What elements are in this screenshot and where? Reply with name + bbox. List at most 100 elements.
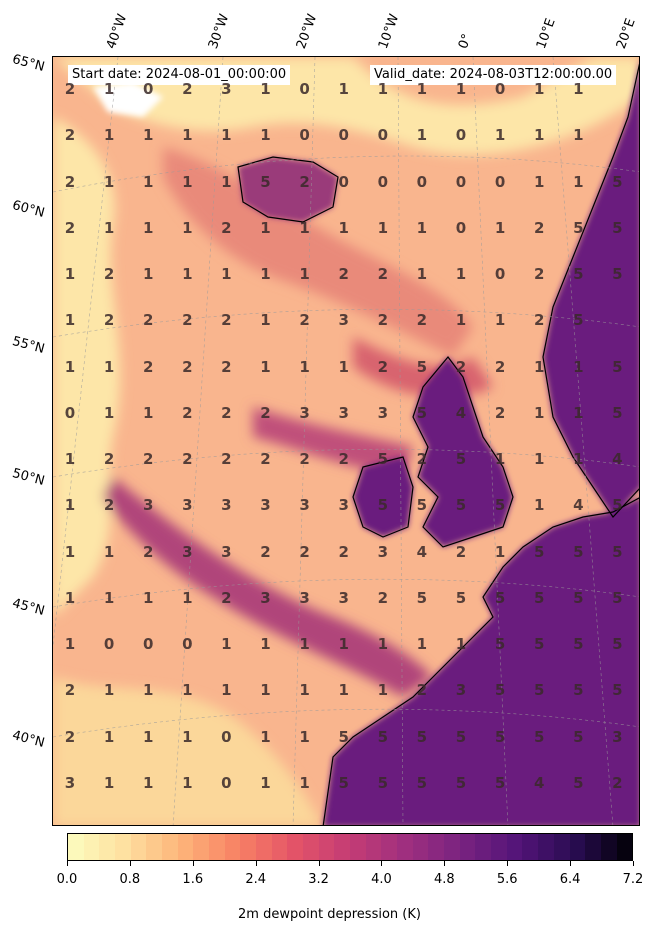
colorbar — [67, 833, 633, 861]
grid-value: 5 — [455, 450, 467, 468]
grid-value: 2 — [182, 357, 193, 376]
grid-value: 0 — [103, 635, 115, 653]
grid-value: 1 — [573, 80, 584, 98]
grid-value: 1 — [455, 311, 467, 330]
longitude-label: 30°W — [205, 12, 233, 51]
grid-value: 0 — [221, 773, 232, 792]
colorbar-segment — [491, 834, 507, 860]
grid-value: 1 — [142, 172, 154, 191]
grid-value: 2 — [221, 588, 232, 607]
grid-value: 5 — [533, 727, 545, 746]
grid-value: 2 — [377, 311, 389, 330]
grid-value: 1 — [573, 403, 584, 422]
grid-value: 1 — [103, 80, 115, 98]
colorbar-segment — [115, 834, 131, 860]
grid-value: 3 — [299, 403, 310, 422]
grid-value: 1 — [64, 450, 76, 468]
grid-value: 4 — [533, 773, 545, 792]
grid-value: 1 — [260, 80, 271, 98]
colorbar-segment — [616, 834, 633, 860]
grid-value: 5 — [416, 496, 428, 515]
grid-value: 5 — [416, 773, 428, 792]
grid-value: 3 — [338, 588, 349, 607]
grid-value: 1 — [103, 773, 115, 792]
colorbar-segment — [334, 834, 351, 860]
map-panel — [52, 56, 640, 826]
grid-value: 5 — [612, 588, 623, 607]
coastline-scandinavia — [542, 63, 639, 518]
parallel-45n — [53, 578, 639, 608]
grid-value: 1 — [103, 727, 115, 746]
grid-value: 5 — [612, 496, 623, 515]
grid-value: 4 — [416, 542, 428, 561]
grid-value: 2 — [494, 403, 506, 422]
grid-value: 3 — [142, 496, 154, 515]
grid-value: 5 — [612, 403, 623, 422]
grid-value: 5 — [612, 542, 623, 561]
longitude-label: 10°W — [375, 12, 403, 51]
grid-value: 1 — [533, 450, 545, 468]
colorbar-segment — [569, 834, 586, 860]
grid-value: 5 — [494, 496, 506, 515]
grid-value: 1 — [103, 588, 115, 607]
grid-value: 2 — [182, 450, 193, 468]
grid-value: 3 — [299, 496, 310, 515]
grid-value: 1 — [182, 218, 193, 237]
grid-value: 1 — [103, 218, 115, 237]
grid-value: 1 — [299, 681, 310, 700]
grid-value: 3 — [455, 681, 467, 700]
grid-value: 2 — [64, 681, 76, 700]
grid-value: 2 — [221, 357, 232, 376]
grid-value: 2 — [221, 403, 232, 422]
grid-value: 0 — [221, 727, 232, 746]
colorbar-segment — [459, 834, 476, 860]
colorbar-segment — [318, 834, 335, 860]
colorbar-tickmark — [507, 861, 509, 866]
grid-value: 0 — [338, 126, 349, 145]
grid-value: 1 — [299, 357, 310, 376]
grid-value: 5 — [573, 265, 584, 283]
grid-value: 1 — [182, 727, 193, 746]
grid-value: 1 — [221, 681, 232, 700]
grid-value: 2 — [182, 403, 193, 422]
grid-value: 5 — [377, 450, 389, 468]
colorbar-segment — [271, 834, 288, 860]
grid-value: 1 — [64, 588, 76, 607]
grid-value: 1 — [416, 126, 428, 145]
grid-value: 1 — [103, 542, 115, 561]
meridian-10w — [397, 57, 404, 825]
colorbar-title: 2m dewpoint depression (K) — [238, 907, 421, 922]
grid-value: 2 — [260, 542, 271, 561]
grid-value: 2 — [64, 126, 76, 145]
coastline-iceland — [237, 156, 339, 223]
grid-value: 2 — [103, 450, 115, 468]
grid-value: 0 — [142, 80, 154, 98]
longitude-label: 20°E — [613, 16, 639, 51]
grid-value: 1 — [533, 496, 545, 515]
grid-value: 1 — [416, 218, 428, 237]
grid-value: 1 — [377, 635, 389, 653]
grid-value: 1 — [103, 403, 115, 422]
grid-value: 1 — [142, 588, 154, 607]
coastline-europe — [322, 497, 639, 825]
colorbar-segment — [365, 834, 382, 860]
grid-value: 0 — [494, 80, 506, 98]
parallel-55n — [53, 308, 639, 338]
colorbar-segment — [506, 834, 523, 860]
grid-value: 5 — [416, 403, 428, 422]
grid-value: 1 — [64, 542, 76, 561]
grid-value: 1 — [416, 265, 428, 283]
grid-value: 1 — [533, 403, 545, 422]
grid-value: 2 — [377, 357, 389, 376]
grid-value: 5 — [494, 773, 506, 792]
dry-band-arc — [103, 477, 433, 697]
grid-value: 2 — [533, 311, 545, 330]
grid-value: 1 — [103, 681, 115, 700]
grid-value: 2 — [377, 265, 389, 283]
grid-value: 1 — [64, 311, 76, 330]
grid-value: 1 — [142, 403, 154, 422]
colorbar-tick-label: 6.4 — [559, 872, 581, 887]
grid-value: 3 — [338, 403, 349, 422]
grid-value: 1 — [533, 172, 545, 191]
grid-value: 5 — [260, 172, 271, 191]
